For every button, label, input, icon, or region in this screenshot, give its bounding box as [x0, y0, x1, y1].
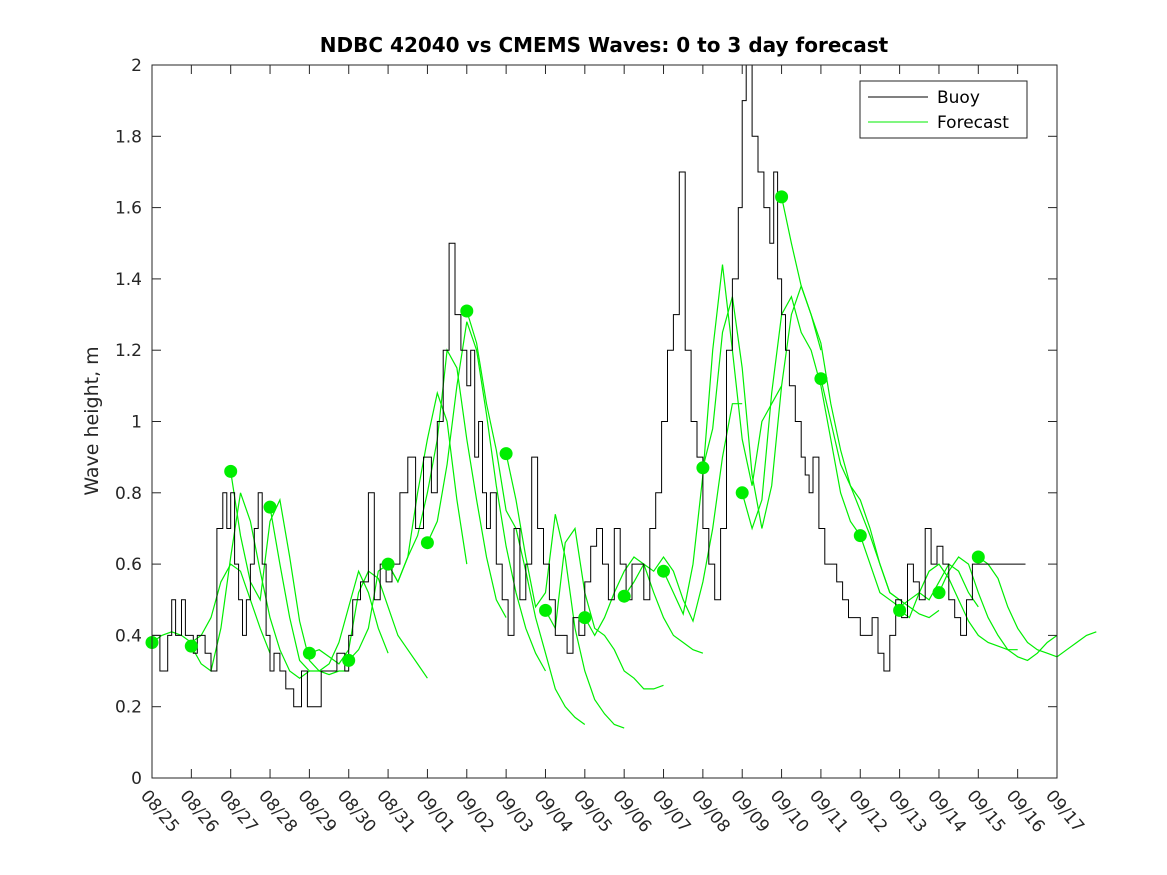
forecast-marker: [224, 464, 238, 478]
x-tick-label: 09/08: [687, 786, 734, 836]
plot-background: [152, 65, 1057, 778]
forecast-marker: [932, 586, 946, 600]
y-axis-title: Wave height, m: [81, 346, 103, 495]
forecast-run-line: [426, 321, 547, 672]
marker-layer: [145, 190, 985, 667]
x-tick-label: 09/16: [1002, 786, 1049, 836]
y-tick-label: 1.2: [115, 341, 142, 361]
forecast-run-line: [544, 526, 664, 690]
x-tick-label: 09/10: [766, 786, 813, 836]
forecast-marker: [184, 639, 198, 653]
y-tick-label: 0.6: [115, 555, 142, 575]
x-tick-label: 09/03: [490, 786, 537, 836]
y-tick-labels: 0 0.2 0.4 0.6 0.8 1 1.2 1.4 1.6 1.8 2: [115, 56, 142, 789]
forecast-marker: [381, 557, 395, 571]
forecast-run-line: [938, 556, 1058, 662]
buoy-series-line: [152, 64, 1026, 708]
forecast-marker: [696, 461, 710, 475]
y-tick-label: 1.4: [115, 270, 142, 290]
x-tick-label: 09/04: [530, 786, 577, 836]
x-tick-label: 09/11: [805, 786, 852, 836]
forecast-layer: [151, 196, 1097, 729]
forecast-marker: [853, 529, 867, 543]
x-tick-label: 08/28: [254, 786, 301, 836]
x-tick-label: 08/29: [294, 786, 341, 836]
x-tick-label: 09/17: [1041, 786, 1088, 836]
forecast-marker: [617, 589, 631, 603]
forecast-marker: [499, 447, 513, 461]
y-tick-label: 1.8: [115, 127, 142, 147]
x-tick-label: 09/05: [569, 786, 616, 836]
x-tick-label: 09/06: [608, 786, 655, 836]
x-tick-label: 09/13: [884, 786, 931, 836]
x-tick-label: 08/27: [215, 786, 262, 836]
forecast-run-line: [741, 295, 861, 536]
forecast-run-line: [505, 453, 625, 729]
forecast-marker: [657, 564, 670, 578]
forecast-marker: [539, 603, 552, 617]
x-tick-label: 08/25: [136, 786, 183, 836]
forecast-marker: [578, 611, 592, 625]
forecast-marker: [775, 190, 789, 204]
legend-label-buoy: Buoy: [937, 88, 980, 108]
x-tick-label: 08/30: [333, 786, 380, 836]
legend-box: [859, 80, 1028, 139]
x-tick-label: 09/02: [451, 786, 498, 836]
y-tick-label: 0.2: [115, 698, 142, 718]
forecast-run-line: [662, 264, 783, 616]
x-tick-label: 09/14: [923, 786, 970, 836]
forecast-marker: [263, 500, 277, 514]
legend: Buoy Forecast: [859, 80, 1028, 139]
buoy-layer: [152, 64, 1026, 708]
forecast-marker: [420, 536, 434, 550]
x-tick-labels: 08/2508/2608/2708/2808/2908/3008/3109/01…: [136, 786, 1088, 836]
ticks-layer: [151, 64, 1058, 779]
y-tick-label: 2: [131, 56, 142, 76]
forecast-run-line: [977, 556, 1097, 658]
x-tick-label: 08/26: [176, 786, 223, 836]
y-tick-label: 0.4: [115, 626, 142, 646]
y-tick-label: 1.6: [115, 199, 142, 219]
x-tick-label: 09/01: [412, 786, 459, 836]
x-tick-label: 09/09: [726, 786, 773, 836]
forecast-run-line: [820, 378, 940, 619]
forecast-marker: [302, 646, 316, 660]
forecast-run-line: [269, 506, 389, 672]
forecast-marker: [460, 304, 474, 318]
x-tick-label: 09/12: [844, 786, 891, 836]
legend-label-forecast: Forecast: [937, 113, 1009, 133]
y-tick-label: 1: [131, 413, 142, 433]
forecast-marker: [893, 603, 907, 617]
x-tick-label: 09/15: [962, 786, 1009, 836]
x-tick-label: 08/31: [372, 786, 419, 836]
forecast-marker: [971, 550, 985, 564]
x-tick-label: 09/07: [648, 786, 695, 836]
y-tick-label: 0: [131, 769, 142, 789]
forecast-marker: [342, 653, 356, 667]
forecast-marker: [814, 372, 828, 386]
y-tick-label: 0.8: [115, 484, 142, 504]
forecast-marker: [735, 486, 749, 500]
chart-title: NDBC 42040 vs CMEMS Waves: 0 to 3 day fo…: [320, 33, 889, 57]
